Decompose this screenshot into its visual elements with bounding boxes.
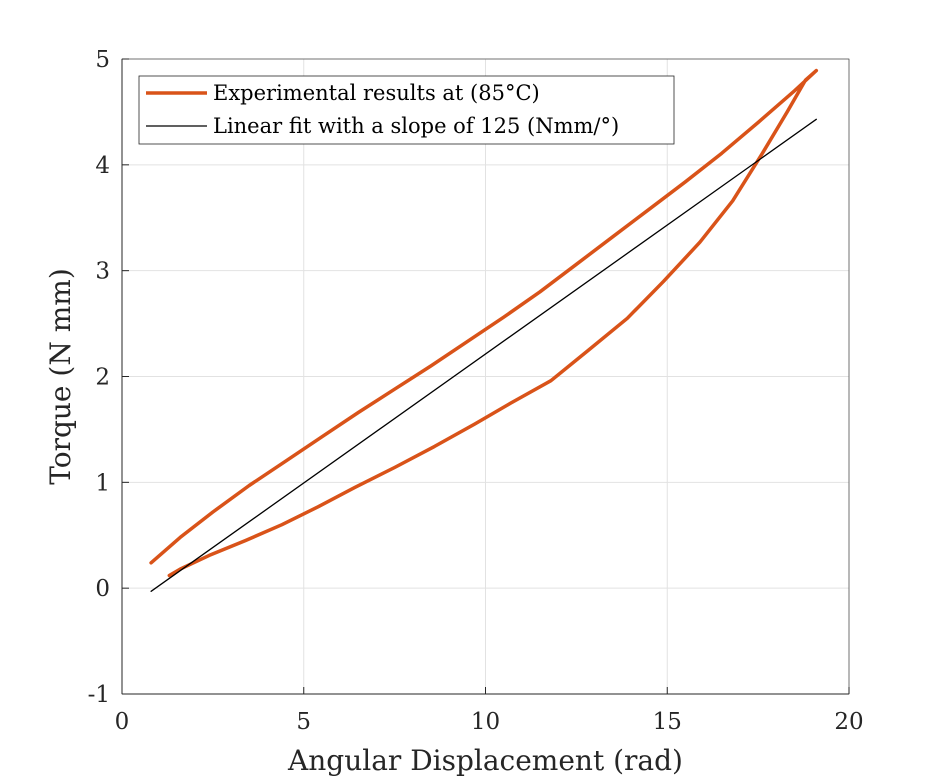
grid-lines: [121, 58, 850, 695]
series-layer: [149, 68, 819, 592]
y-tick-label: -1: [88, 682, 110, 708]
legend-label-experimental: Experimental results at (85°C): [213, 81, 540, 105]
legend: Experimental results at (85°C) Linear fi…: [138, 75, 675, 145]
series-experimental-line: [149, 68, 819, 578]
x-tick-label: 10: [471, 709, 500, 735]
legend-label-linear-fit: Linear fit with a slope of 125 (Nmm/°): [213, 114, 619, 138]
x-tick-label: 20: [834, 709, 863, 735]
y-tick-label: 5: [95, 47, 110, 73]
y-tick-label: 4: [95, 153, 110, 179]
series-linear-fit-line: [150, 118, 817, 592]
x-tick-label: 0: [115, 709, 130, 735]
x-axis-label: Angular Displacement (rad): [287, 744, 683, 777]
legend-box: [138, 75, 675, 145]
y-tick-label: 0: [95, 576, 110, 602]
y-axis-label: Torque (N mm): [44, 268, 77, 485]
x-tick-label: 5: [296, 709, 311, 735]
x-tick-label: 15: [653, 709, 682, 735]
y-tick-label: 2: [95, 365, 110, 391]
y-tick-label: 3: [95, 259, 110, 285]
y-tick-label: 1: [95, 470, 110, 496]
